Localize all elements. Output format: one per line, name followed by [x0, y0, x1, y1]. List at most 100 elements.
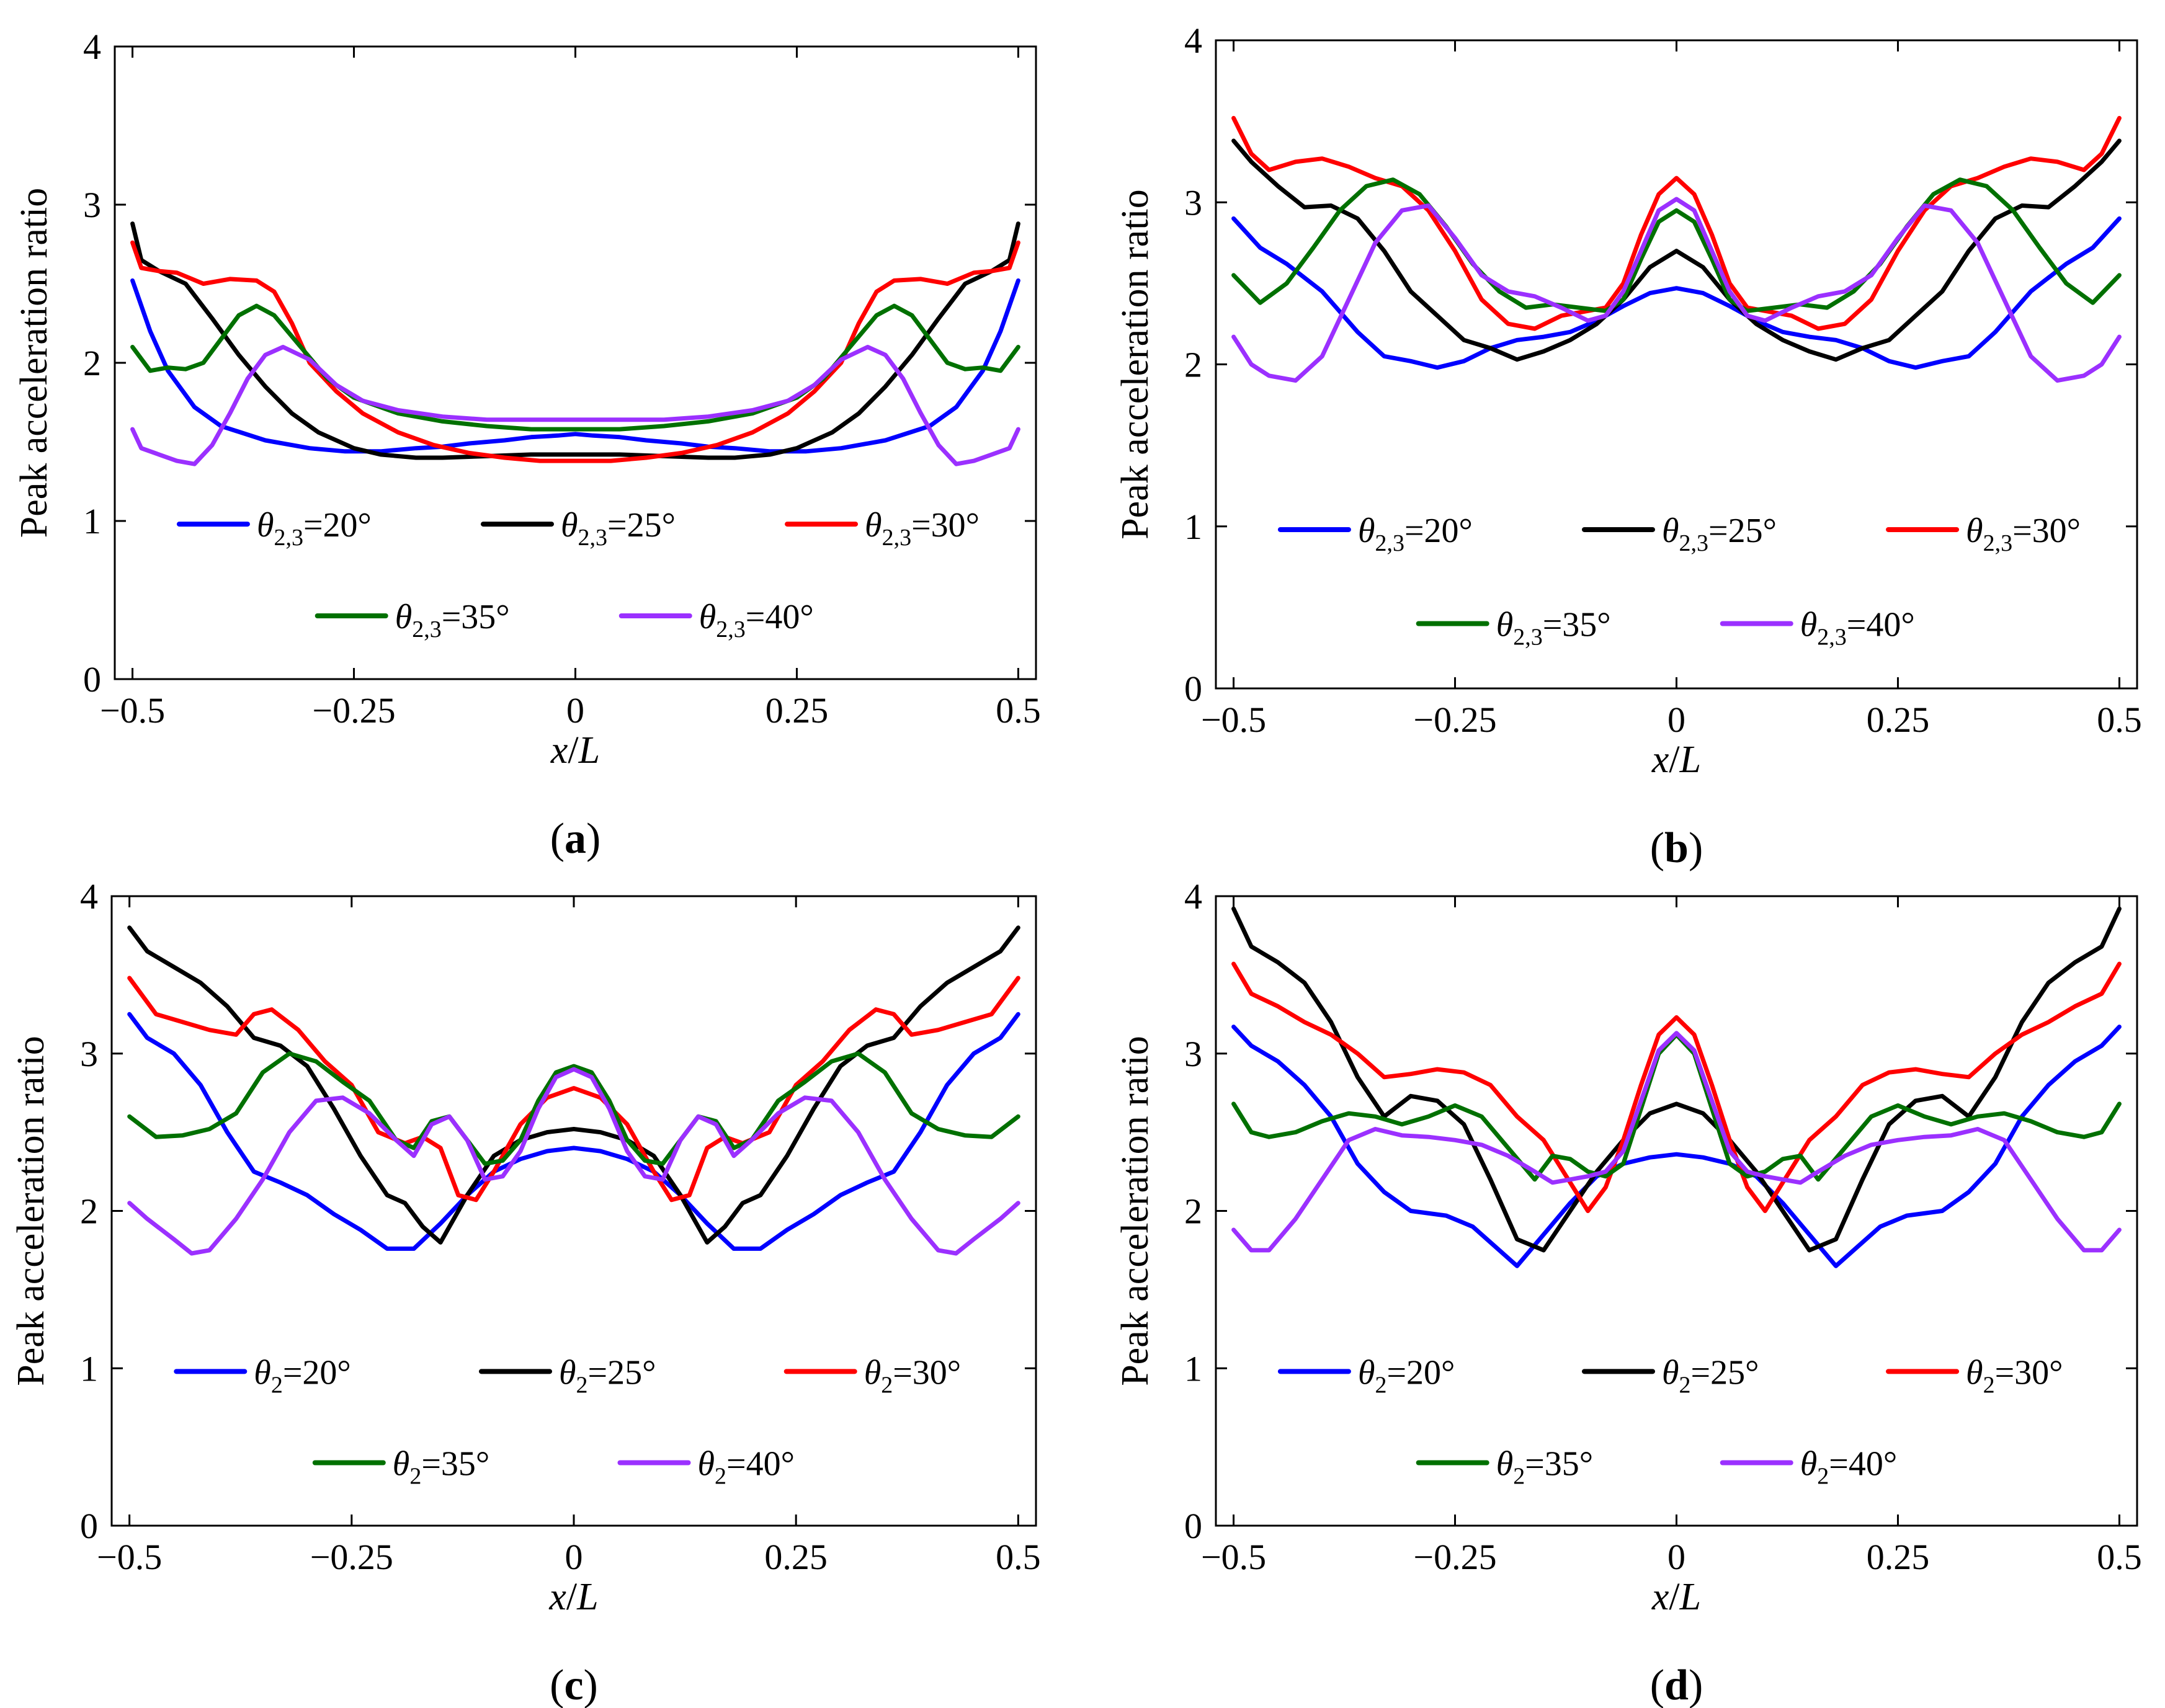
y-tick-label: 2: [80, 1191, 98, 1232]
series-line-4: [127, 1051, 1020, 1166]
series-line-2: [130, 221, 1020, 460]
series-line-2: [127, 925, 1020, 1245]
x-axis-label: x/L: [1651, 739, 1701, 781]
legend-entry-3: θ2,3=30°: [785, 506, 980, 551]
y-tick-label: 3: [83, 185, 101, 225]
legend-label: θ2,3=30°: [1966, 512, 2081, 556]
x-tick-label: 0.25: [764, 1537, 828, 1577]
y-tick-label: 1: [1184, 507, 1202, 547]
y-tick-label: 4: [83, 27, 101, 67]
x-tick-label: 0.5: [2097, 1537, 2142, 1577]
series-line-1: [1231, 216, 2122, 370]
legend-label: θ2,3=25°: [561, 506, 676, 551]
plot-frame: [1215, 895, 2138, 1527]
y-tick-label: 2: [1184, 1191, 1202, 1232]
series-line-4: [130, 303, 1020, 432]
legend-label: θ2=35°: [393, 1445, 490, 1490]
series-line-4: [1231, 177, 2122, 313]
legend-entry-3: θ2=30°: [783, 1353, 962, 1398]
y-axis-label: Peak acceleration ratio: [1114, 189, 1156, 540]
legend-label: θ2,3=40°: [699, 598, 814, 643]
y-tick-label: 0: [1184, 669, 1202, 709]
y-tick-label: 2: [1184, 345, 1202, 385]
legend-entry-2: θ2=25°: [479, 1353, 656, 1398]
x-tick-label: 0.25: [1867, 1537, 1930, 1577]
x-axis-label: x/L: [1651, 1576, 1701, 1618]
y-axis-label: Peak acceleration ratio: [1114, 1036, 1156, 1386]
x-tick-label: 0.5: [996, 1537, 1041, 1577]
x-tick-label: 0: [566, 690, 584, 731]
legend-entry-2: θ2,3=25°: [1582, 512, 1777, 556]
x-tick-label: −0.25: [312, 690, 395, 731]
legend-label: θ2=20°: [254, 1353, 351, 1398]
series-line-2: [1231, 906, 2122, 1253]
panel-label: (a): [550, 815, 601, 863]
legend-label: θ2=40°: [1800, 1445, 1898, 1490]
y-tick-label: 0: [1184, 1506, 1202, 1546]
legend-entry-4: θ2=35°: [1416, 1445, 1594, 1490]
series-line-1: [130, 278, 1020, 454]
legend-label: θ2=25°: [559, 1353, 656, 1398]
legend-entry-4: θ2,3=35°: [315, 598, 510, 643]
legend-label: θ2,3=40°: [1800, 606, 1915, 651]
legend-label: θ2,3=30°: [865, 506, 980, 551]
y-tick-label: 1: [80, 1348, 98, 1389]
x-tick-label: −0.25: [1413, 700, 1496, 740]
y-axis-label: Peak acceleration ratio: [10, 1036, 52, 1386]
y-tick-label: 4: [1184, 876, 1202, 917]
legend-entry-2: θ2=25°: [1582, 1353, 1759, 1398]
x-tick-label: 0: [1667, 700, 1685, 740]
series-line-3: [130, 240, 1020, 463]
legend-entry-5: θ2,3=40°: [1720, 606, 1915, 651]
y-tick-label: 3: [1184, 182, 1202, 223]
series-line-1: [127, 1012, 1020, 1251]
x-tick-label: −0.5: [1201, 700, 1266, 740]
legend-entry-1: θ2,3=20°: [1277, 512, 1473, 556]
legend-label: θ2,3=20°: [1358, 512, 1473, 556]
series-line-3: [127, 976, 1020, 1203]
legend-label: θ2=30°: [1966, 1353, 2063, 1398]
panel-label: (c): [550, 1661, 598, 1708]
panel-label: (b): [1650, 824, 1703, 872]
series-line-1: [1231, 1025, 2122, 1268]
y-tick-label: 1: [83, 501, 101, 541]
y-tick-label: 1: [1184, 1348, 1202, 1389]
legend-entry-4: θ2,3=35°: [1416, 606, 1611, 651]
x-tick-label: −0.25: [1413, 1537, 1496, 1577]
y-tick-label: 2: [83, 343, 101, 383]
legend-entry-1: θ2,3=20°: [176, 506, 372, 551]
series-line-5: [130, 345, 1020, 466]
x-tick-label: −0.25: [310, 1537, 393, 1577]
x-tick-label: 0.5: [996, 690, 1041, 731]
legend-entry-3: θ2=30°: [1886, 1353, 2063, 1398]
legend-label: θ2,3=25°: [1662, 512, 1777, 556]
legend-label: θ2=20°: [1358, 1353, 1455, 1398]
x-tick-label: 0: [565, 1537, 583, 1577]
y-tick-label: 3: [80, 1034, 98, 1074]
series-line-3: [1231, 961, 2122, 1213]
plot-frame: [114, 45, 1037, 680]
x-tick-label: 0.5: [2097, 700, 2142, 740]
y-tick-label: 0: [80, 1506, 98, 1546]
chart-panel-c: −0.5 −0.25 0 0.25 0.5 0 1 2 3 4 x/L Peak accelerati…: [10, 876, 1041, 1708]
legend-label: θ2,3=35°: [1496, 606, 1611, 651]
legend-label: θ2=35°: [1496, 1445, 1594, 1490]
y-tick-label: 4: [1184, 20, 1202, 61]
y-tick-label: 0: [83, 659, 101, 700]
x-tick-label: −0.5: [100, 690, 165, 731]
x-tick-label: 0.25: [766, 690, 829, 731]
chart-panel-a: −0.5 −0.25 0 0.25 0.5 0 1 2 3 4 x/L Peak accelerati…: [13, 27, 1041, 863]
series-line-5: [1231, 197, 2122, 383]
x-tick-label: −0.5: [1201, 1537, 1266, 1577]
legend-label: θ2=25°: [1662, 1353, 1759, 1398]
x-axis-label: x/L: [548, 1576, 598, 1618]
legend-entry-1: θ2=20°: [174, 1353, 351, 1398]
x-tick-label: −0.5: [97, 1537, 162, 1577]
x-axis-label: x/L: [550, 729, 600, 772]
series-line-4: [1231, 1032, 2122, 1182]
legend-entry-5: θ2=40°: [1720, 1445, 1898, 1490]
chart-panel-b: −0.5 −0.25 0 0.25 0.5 0 1 2 3 4 x/L Peak accelerati…: [1114, 20, 2142, 872]
legend-label: θ2=30°: [864, 1353, 962, 1398]
y-tick-label: 3: [1184, 1034, 1202, 1074]
chart-panel-d: −0.5 −0.25 0 0.25 0.5 0 1 2 3 4 x/L Peak accelerati…: [1114, 876, 2142, 1708]
